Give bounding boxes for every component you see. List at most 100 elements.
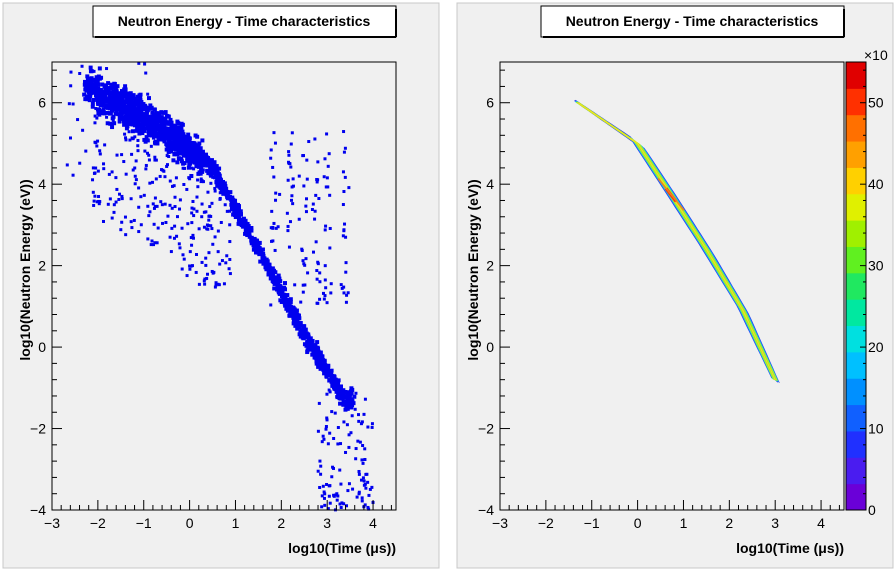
right-ytick-label: −2 xyxy=(478,421,494,437)
scatter-point xyxy=(133,182,137,186)
scatter-point xyxy=(91,77,96,82)
scatter-point xyxy=(325,132,329,136)
scatter-point xyxy=(328,246,332,250)
scatter-point xyxy=(95,95,99,99)
scatter-point xyxy=(278,279,283,284)
scatter-point xyxy=(167,155,171,159)
scatter-point xyxy=(269,303,273,307)
scatter-point xyxy=(348,389,352,393)
scatter-point xyxy=(281,292,286,297)
scatter-point xyxy=(328,226,332,230)
scatter-point xyxy=(214,283,218,287)
scatter-point xyxy=(335,492,339,496)
scatter-point xyxy=(148,125,152,129)
scatter-point xyxy=(209,181,213,185)
scatter-point xyxy=(280,288,285,293)
scatter-point xyxy=(139,223,143,227)
scatter-point xyxy=(124,117,129,122)
scatter-point xyxy=(347,445,351,449)
scatter-point xyxy=(140,131,145,136)
scatter-point xyxy=(172,184,176,188)
scatter-point xyxy=(106,91,111,96)
scatter-point xyxy=(205,163,210,168)
contour-line xyxy=(576,101,778,381)
scatter-point xyxy=(196,171,201,176)
scatter-point xyxy=(221,184,226,189)
scatter-point xyxy=(139,195,143,199)
scatter-point xyxy=(313,217,317,221)
scatter-point xyxy=(361,444,365,448)
scatter-point xyxy=(71,173,75,177)
scatter-point xyxy=(189,236,193,240)
scatter-point xyxy=(340,286,344,290)
scatter-point xyxy=(146,92,150,96)
scatter-point xyxy=(137,61,141,65)
scatter-point xyxy=(328,501,332,505)
scatter-point xyxy=(218,182,222,186)
scatter-point xyxy=(238,222,243,227)
scatter-point xyxy=(136,144,140,148)
scatter-point xyxy=(143,62,147,66)
scatter-point xyxy=(213,186,217,190)
scatter-point xyxy=(300,247,304,251)
scatter-point xyxy=(95,86,100,91)
scatter-point xyxy=(123,110,128,115)
scatter-point xyxy=(118,120,122,124)
scatter-point xyxy=(165,120,170,125)
scatter-point xyxy=(272,131,276,135)
scatter-point xyxy=(98,103,103,108)
scatter-point xyxy=(187,157,192,162)
scatter-point xyxy=(306,341,311,346)
scatter-point xyxy=(101,219,105,223)
scatter-point xyxy=(321,484,325,488)
scatter-point xyxy=(105,115,109,119)
scatter-point xyxy=(183,145,188,150)
scatter-point xyxy=(323,492,327,496)
scatter-point xyxy=(322,496,326,500)
scatter-point xyxy=(157,137,162,142)
scatter-point xyxy=(97,202,101,206)
scatter-point xyxy=(178,149,182,153)
scatter-point xyxy=(341,398,345,402)
scatter-point xyxy=(296,325,301,330)
scatter-point xyxy=(200,157,205,162)
scatter-point xyxy=(174,145,179,150)
colorbar-swatch xyxy=(846,193,866,221)
scatter-point xyxy=(92,88,97,93)
scatter-point xyxy=(255,241,260,246)
scatter-point xyxy=(218,196,222,200)
scatter-point xyxy=(291,184,295,188)
scatter-point xyxy=(349,397,354,402)
scatter-point xyxy=(99,94,103,98)
scatter-point xyxy=(120,220,124,224)
scatter-point xyxy=(120,97,125,102)
scatter-point xyxy=(188,150,192,154)
scatter-point xyxy=(317,197,321,201)
right-title: Neutron Energy - Time characteristics xyxy=(566,13,819,29)
scatter-point xyxy=(148,181,152,185)
scatter-point xyxy=(188,177,192,181)
scatter-point xyxy=(207,251,211,255)
scatter-point xyxy=(310,338,315,343)
scatter-point xyxy=(318,280,322,284)
scatter-point xyxy=(338,502,342,506)
scatter-point xyxy=(260,247,265,252)
scatter-point xyxy=(217,185,221,189)
scatter-point xyxy=(92,90,97,95)
scatter-point xyxy=(112,81,117,86)
scatter-point xyxy=(129,111,134,116)
scatter-point xyxy=(113,84,117,88)
scatter-point xyxy=(370,425,374,429)
scatter-point xyxy=(347,433,351,437)
scatter-point xyxy=(135,110,139,114)
scatter-point xyxy=(361,461,365,465)
scatter-point xyxy=(191,233,195,237)
scatter-point xyxy=(124,138,128,142)
scatter-point xyxy=(167,142,172,147)
scatter-point xyxy=(269,156,273,160)
colorbar-swatch xyxy=(846,457,866,485)
scatter-point xyxy=(325,416,329,420)
scatter-point xyxy=(118,91,123,96)
scatter-point xyxy=(196,185,200,189)
scatter-point xyxy=(173,195,177,199)
